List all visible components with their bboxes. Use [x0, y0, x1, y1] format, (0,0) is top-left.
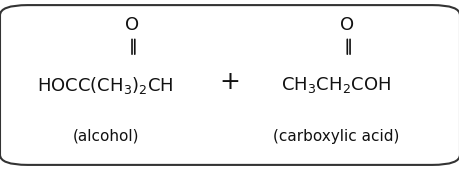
Text: O: O: [340, 16, 353, 34]
FancyBboxPatch shape: [0, 5, 459, 165]
Text: O: O: [125, 16, 139, 34]
Text: (alcohol): (alcohol): [73, 129, 139, 143]
Text: (carboxylic acid): (carboxylic acid): [272, 129, 398, 143]
Text: +: +: [219, 70, 240, 94]
Text: HOCC(CH$_3$)$_2$CH: HOCC(CH$_3$)$_2$CH: [37, 74, 174, 96]
Text: CH$_3$CH$_2$COH: CH$_3$CH$_2$COH: [280, 75, 390, 95]
